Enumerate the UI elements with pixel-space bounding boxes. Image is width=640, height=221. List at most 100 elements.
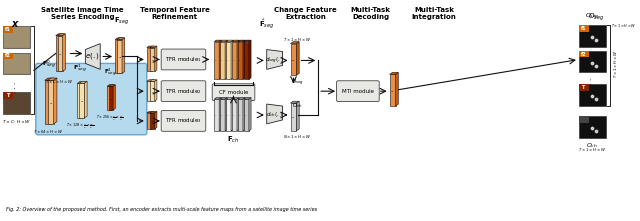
Polygon shape: [63, 34, 65, 71]
Text: $\mathbf{F}^0_{seg}$: $\mathbf{F}^0_{seg}$: [42, 59, 56, 71]
Polygon shape: [58, 34, 65, 36]
Polygon shape: [77, 83, 83, 118]
Point: [587, 126, 597, 130]
Polygon shape: [219, 98, 221, 131]
Text: ..: ..: [233, 113, 236, 117]
Text: $O_{ch}$: $O_{ch}$: [586, 141, 598, 150]
Text: T: T: [582, 85, 586, 90]
Text: $T\times1\times H\times W$: $T\times1\times H\times W$: [578, 146, 606, 153]
Polygon shape: [220, 40, 227, 42]
Text: $T\times1\times H\times W$: $T\times1\times H\times W$: [284, 36, 312, 43]
Polygon shape: [232, 98, 239, 99]
Text: ..: ..: [221, 113, 223, 117]
Polygon shape: [155, 46, 157, 71]
Polygon shape: [214, 98, 221, 99]
Point: [591, 38, 602, 42]
Polygon shape: [77, 81, 85, 83]
Polygon shape: [238, 42, 243, 79]
Polygon shape: [45, 78, 54, 80]
Polygon shape: [152, 111, 154, 129]
Text: $e(.)$: $e(.)$: [85, 51, 100, 61]
Polygon shape: [249, 98, 251, 131]
Text: ..: ..: [227, 113, 229, 117]
Text: ..: ..: [221, 58, 223, 63]
Polygon shape: [61, 34, 63, 71]
Polygon shape: [267, 104, 283, 124]
Text: $O_{seg}$: $O_{seg}$: [584, 12, 599, 22]
Polygon shape: [220, 99, 225, 131]
Polygon shape: [147, 46, 154, 48]
Text: Change Feature
Extraction: Change Feature Extraction: [274, 7, 337, 20]
Text: CF module: CF module: [219, 90, 248, 95]
Text: Multi-Task
Decoding: Multi-Task Decoding: [351, 7, 391, 20]
Text: $T\times1\times H\times W$: $T\times1\times H\times W$: [612, 50, 619, 78]
Bar: [3, 26, 30, 48]
Text: MTI module: MTI module: [342, 89, 374, 94]
Bar: [3, 53, 30, 74]
Polygon shape: [51, 78, 54, 124]
Bar: [579, 51, 589, 57]
Text: · · ·: · · ·: [589, 78, 595, 89]
Point: [591, 98, 602, 101]
Text: $O_{seg}$: $O_{seg}$: [291, 78, 304, 88]
Text: ..: ..: [215, 58, 218, 63]
Text: ..: ..: [244, 58, 247, 63]
Polygon shape: [54, 78, 57, 124]
Bar: [4, 53, 29, 73]
Text: ..: ..: [49, 100, 53, 105]
Text: $T\times C\cdot H\times W$: $T\times C\cdot H\times W$: [2, 118, 31, 125]
Bar: [579, 116, 589, 123]
Polygon shape: [150, 81, 155, 101]
Bar: [579, 84, 605, 106]
FancyBboxPatch shape: [337, 81, 380, 102]
FancyBboxPatch shape: [161, 81, 206, 102]
Text: $O_{seg}$: $O_{seg}$: [588, 12, 604, 23]
Text: · · ·: · · ·: [13, 82, 19, 93]
Text: ..: ..: [233, 58, 236, 63]
Polygon shape: [226, 98, 233, 99]
Polygon shape: [117, 40, 122, 73]
Text: f2: f2: [5, 53, 11, 59]
Polygon shape: [107, 86, 111, 110]
FancyBboxPatch shape: [36, 63, 147, 135]
Polygon shape: [115, 38, 123, 40]
Polygon shape: [150, 46, 157, 48]
Text: f2: f2: [581, 51, 587, 57]
Polygon shape: [214, 40, 221, 42]
Polygon shape: [107, 85, 113, 86]
Polygon shape: [109, 85, 115, 86]
Text: ..: ..: [292, 114, 295, 119]
FancyBboxPatch shape: [161, 49, 206, 70]
Polygon shape: [79, 81, 87, 83]
Polygon shape: [244, 42, 249, 79]
Point: [591, 64, 602, 68]
Polygon shape: [231, 40, 233, 79]
Polygon shape: [150, 111, 157, 113]
Polygon shape: [150, 113, 155, 129]
Bar: [579, 84, 589, 91]
Polygon shape: [147, 81, 152, 101]
Text: ..: ..: [239, 58, 241, 63]
Polygon shape: [147, 80, 154, 81]
Polygon shape: [238, 99, 243, 131]
Polygon shape: [232, 99, 237, 131]
FancyBboxPatch shape: [212, 84, 255, 101]
FancyBboxPatch shape: [161, 110, 206, 131]
Text: TFR module$_2$: TFR module$_2$: [165, 87, 202, 96]
Polygon shape: [111, 85, 113, 110]
Polygon shape: [291, 42, 299, 44]
Bar: [3, 26, 13, 33]
Text: $\mathbf{F}^1_{seg}$: $\mathbf{F}^1_{seg}$: [74, 63, 87, 75]
Text: Fig. 2: Overview of the proposed method. First, an encoder extracts multi-scale : Fig. 2: Overview of the proposed method.…: [6, 207, 317, 212]
Polygon shape: [291, 44, 296, 75]
Polygon shape: [219, 40, 221, 79]
Polygon shape: [237, 40, 239, 79]
Polygon shape: [243, 40, 245, 79]
Text: ..: ..: [151, 57, 154, 62]
Bar: [579, 25, 605, 47]
Text: $T\times C\times H\times W$: $T\times C\times H\times W$: [45, 78, 73, 85]
Polygon shape: [214, 42, 219, 79]
Polygon shape: [243, 98, 245, 131]
Text: T: T: [6, 93, 10, 98]
Polygon shape: [58, 36, 63, 71]
